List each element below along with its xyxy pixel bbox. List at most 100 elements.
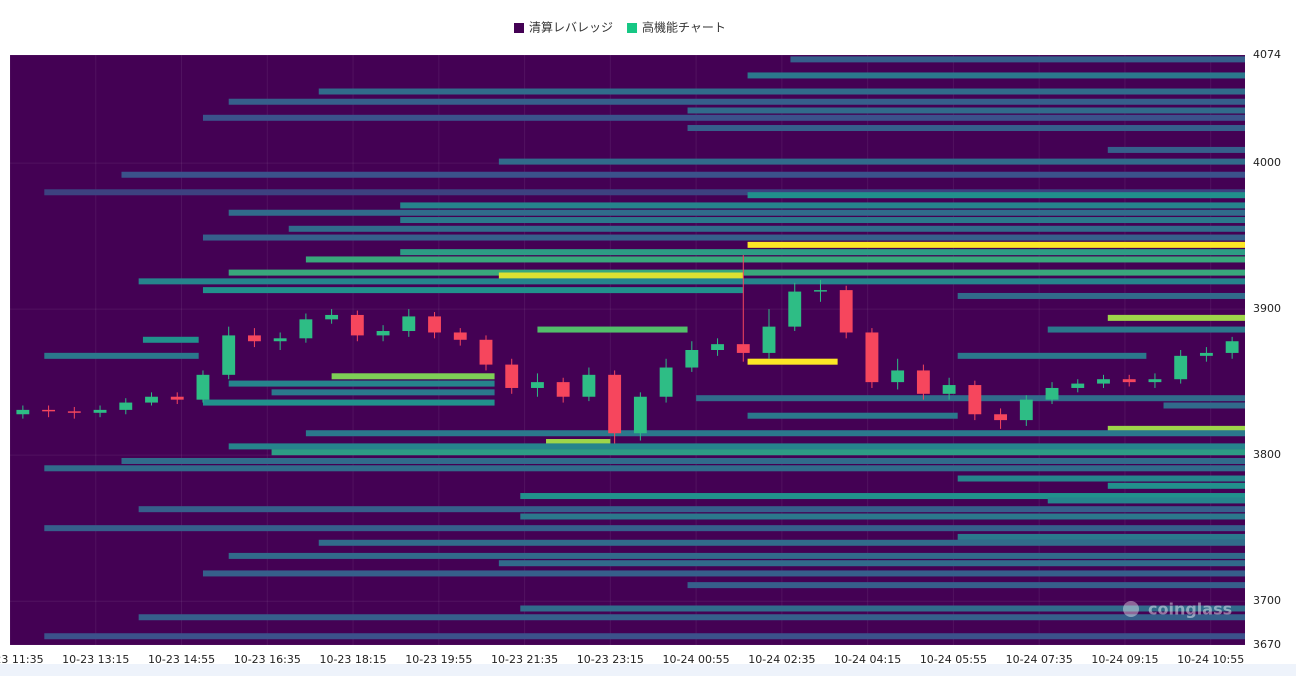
liquidation-band <box>537 326 688 333</box>
liquidation-band <box>138 506 1245 513</box>
candle-body <box>891 370 905 383</box>
liquidation-band <box>687 107 1245 114</box>
liquidation-band <box>228 209 1245 216</box>
liquidation-band <box>138 278 1245 285</box>
candle-body <box>325 314 339 320</box>
liquidation-band <box>747 192 1245 199</box>
liquidation-band <box>202 114 1245 121</box>
candle-body <box>865 332 879 383</box>
legend-swatch <box>514 23 524 33</box>
y-tick-label: 4074 <box>1253 48 1281 61</box>
x-tick-label: 10-23 13:15 <box>62 653 129 666</box>
liquidation-band <box>305 256 1245 263</box>
candle-body <box>350 314 364 336</box>
candle-body <box>428 316 441 333</box>
footer-strip <box>0 664 1296 676</box>
candle-body <box>1097 379 1110 384</box>
x-tick-label: 10-23 16:35 <box>234 653 301 666</box>
legend-label: 高機能チャート <box>642 20 726 35</box>
x-tick-label: 10-23 23:15 <box>577 653 644 666</box>
x-tick-label: 10-23 19:55 <box>405 653 472 666</box>
candle-body <box>16 409 30 415</box>
liquidation-band <box>747 72 1245 79</box>
candle-body <box>170 396 184 400</box>
liquidation-band <box>400 249 1245 256</box>
liquidation-band <box>1047 326 1245 333</box>
liquidation-band <box>121 171 1245 178</box>
liquidation-band <box>271 389 495 396</box>
liquidation-band <box>44 525 1245 532</box>
x-tick-label: 10-24 04:15 <box>834 653 901 666</box>
liquidation-band <box>687 125 1245 132</box>
candle-body <box>633 396 647 434</box>
liquidation-band <box>1107 425 1245 432</box>
liquidation-band <box>687 582 1245 589</box>
liquidation-band <box>1107 314 1245 321</box>
liquidation-band <box>228 443 1245 450</box>
liquidation-band <box>202 570 1245 577</box>
y-tick-label: 3800 <box>1253 448 1281 461</box>
x-tick-label: 10-23 14:55 <box>148 653 215 666</box>
x-tick-label: 10-23 21:35 <box>491 653 558 666</box>
liquidation-band <box>1047 497 1245 504</box>
y-tick-label: 3670 <box>1253 638 1281 651</box>
liquidation-band <box>142 336 199 343</box>
liquidation-band <box>318 539 1245 546</box>
liquidation-band <box>1163 402 1245 409</box>
x-tick-label: 10-23 11:35 <box>0 653 44 666</box>
candle-body <box>994 414 1008 421</box>
liquidation-band <box>520 605 1245 612</box>
candle-body <box>119 402 133 410</box>
candle-body <box>67 411 81 413</box>
liquidation-band <box>228 98 1245 105</box>
y-tick-label: 3900 <box>1253 302 1281 315</box>
candle-body <box>1225 341 1239 353</box>
liquidation-band <box>228 380 495 387</box>
candle-body <box>453 332 467 340</box>
candle-body <box>788 291 802 327</box>
liquidation-band <box>202 234 1245 241</box>
liquidation-band <box>957 533 1245 540</box>
candle-body <box>299 319 313 339</box>
liquidation-band <box>1107 146 1245 153</box>
liquidation-band <box>498 158 1245 165</box>
candle-body <box>531 382 544 388</box>
liquidation-band <box>202 287 744 294</box>
x-tick-label: 10-24 07:35 <box>1006 653 1073 666</box>
watermark: coinglass <box>1148 600 1232 619</box>
candle-body <box>1174 355 1188 380</box>
liquidation-band <box>228 552 1245 559</box>
liquidation-band <box>520 493 1245 500</box>
candle-body <box>916 370 930 394</box>
x-tick-label: 10-23 18:15 <box>319 653 386 666</box>
candle-body <box>968 385 982 415</box>
candle-body <box>659 367 673 397</box>
y-tick-label: 4000 <box>1253 156 1281 169</box>
candle-body <box>1045 387 1059 400</box>
candle-body <box>479 339 493 365</box>
candle-body <box>196 374 210 400</box>
liquidation-band <box>747 241 1245 248</box>
x-tick-label: 10-24 00:55 <box>663 653 730 666</box>
candle-body <box>556 382 570 397</box>
candle-body <box>582 374 596 397</box>
candle-body <box>762 326 776 353</box>
candle-body <box>839 290 853 333</box>
liquidation-band <box>400 217 1245 224</box>
candle-body <box>247 335 261 342</box>
candle-body <box>1019 399 1033 421</box>
candle-body <box>402 316 416 332</box>
candle-body <box>376 331 390 336</box>
x-tick-label: 10-24 10:55 <box>1177 653 1244 666</box>
liquidation-band <box>747 412 958 419</box>
plot-area <box>10 55 1245 645</box>
candle-body <box>145 396 158 403</box>
liquidation-band <box>202 399 495 406</box>
overlay: 3670 3700 3800 3900 4000 4074 10-23 11:35 10-23… <box>0 20 1281 667</box>
liquidation-band <box>1107 482 1245 489</box>
liquidation-band <box>44 189 1245 196</box>
liquidation-band <box>498 560 1245 567</box>
legend-swatch <box>627 23 638 33</box>
